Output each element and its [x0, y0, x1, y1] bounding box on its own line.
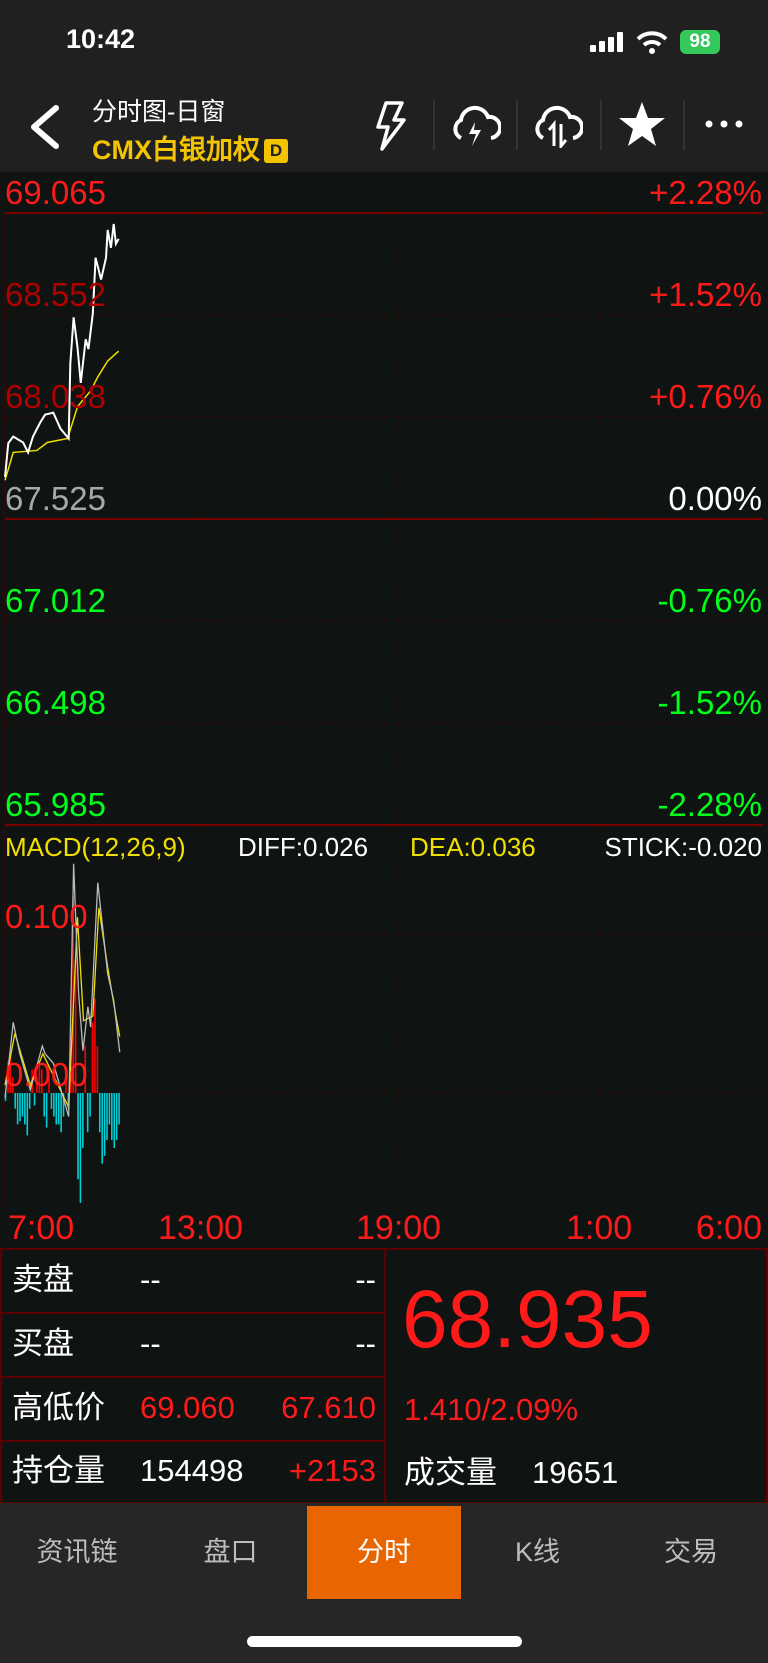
bid-label: 买盘 [12, 1326, 74, 1361]
home-indicator[interactable] [247, 1636, 522, 1647]
divider [516, 100, 518, 150]
tab-order-book[interactable]: 盘口 [203, 1537, 258, 1567]
price-axis-label: 65.985 [5, 786, 106, 823]
time-label: 13:00 [158, 1209, 244, 1247]
time-label: 1:00 [566, 1209, 633, 1247]
wifi-icon [636, 31, 668, 54]
percent-axis-label: +1.52% [649, 276, 762, 313]
open-interest: 154498 [140, 1453, 244, 1488]
price-axis-label: 68.038 [5, 378, 106, 415]
price-axis-label: 68.552 [5, 276, 106, 313]
volume-value: 19651 [532, 1455, 619, 1490]
open-interest-label: 持仓量 [12, 1453, 105, 1488]
divider [384, 1248, 386, 1504]
time-label: 6:00 [695, 1209, 762, 1247]
tab-news-chain[interactable]: 资讯链 [36, 1537, 118, 1567]
tab-trade[interactable]: 交易 [664, 1537, 718, 1567]
high-low-label: 高低价 [12, 1390, 105, 1425]
ask-label: 卖盘 [12, 1262, 74, 1297]
divider [0, 1376, 385, 1378]
last-price: 68.935 [402, 1274, 653, 1365]
star-icon[interactable] [617, 100, 667, 148]
time-label: 19:00 [356, 1209, 442, 1247]
price-change: 1.410/2.09% [404, 1392, 579, 1427]
divider [433, 100, 435, 150]
volume-label: 成交量 [404, 1455, 497, 1490]
diff-line [4, 863, 121, 1117]
d-badge: D [264, 139, 288, 163]
cloud-lightning-icon[interactable] [449, 104, 501, 148]
high-price: 69.060 [140, 1390, 235, 1425]
macd-diff: DIFF:0.026 [238, 832, 369, 862]
average-price-line [4, 350, 120, 481]
price-axis-label: 67.525 [5, 480, 106, 517]
clock: 10:42 [66, 24, 136, 54]
page-title: 分时图-日窗 [92, 98, 226, 126]
back-chevron-icon[interactable] [26, 104, 62, 150]
status-bar: 10:42 98 [0, 0, 768, 86]
tab-kline[interactable]: K线 [514, 1537, 560, 1567]
chart-background [0, 172, 768, 1248]
ask-volume: -- [355, 1262, 376, 1297]
percent-axis-label: +2.28% [649, 174, 762, 211]
price-axis-label: 69.065 [5, 174, 106, 211]
bid-price: -- [140, 1326, 161, 1361]
bid-volume: -- [355, 1326, 376, 1361]
instrument-name: CMX白银加权 D [92, 128, 288, 167]
percent-axis-label: 0.00% [668, 480, 762, 517]
divider [600, 100, 602, 150]
lightning-icon[interactable] [372, 100, 408, 152]
macd-dea: DEA:0.036 [410, 832, 536, 862]
open-interest-change: +2153 [288, 1453, 376, 1488]
signal-icon [590, 32, 623, 52]
percent-axis-label: -2.28% [657, 786, 762, 823]
more-icon[interactable] [704, 119, 744, 129]
divider [683, 100, 685, 150]
tab-intraday[interactable]: 分时 [307, 1506, 461, 1599]
cloud-sync-icon[interactable] [531, 104, 583, 148]
percent-axis-label: -1.52% [657, 684, 762, 721]
percent-axis-label: -0.76% [657, 582, 762, 619]
divider [0, 1440, 385, 1442]
macd-stick: STICK:-0.020 [604, 832, 762, 862]
time-label: 7:00 [8, 1209, 75, 1247]
macd-axis-label: 0.100 [5, 898, 88, 935]
macd-label: MACD(12,26,9) [5, 832, 186, 862]
low-price: 67.610 [281, 1390, 376, 1425]
price-line [4, 223, 120, 478]
battery-indicator: 98 [680, 30, 720, 54]
ask-price: -- [140, 1262, 161, 1297]
price-axis-label: 67.012 [5, 582, 106, 619]
dea-line [4, 907, 121, 1108]
percent-axis-label: +0.76% [649, 378, 762, 415]
divider [0, 1312, 385, 1314]
macd-axis-label: 0.000 [5, 1056, 88, 1093]
price-axis-label: 66.498 [5, 684, 106, 721]
instrument-label: CMX白银加权 [92, 135, 260, 165]
